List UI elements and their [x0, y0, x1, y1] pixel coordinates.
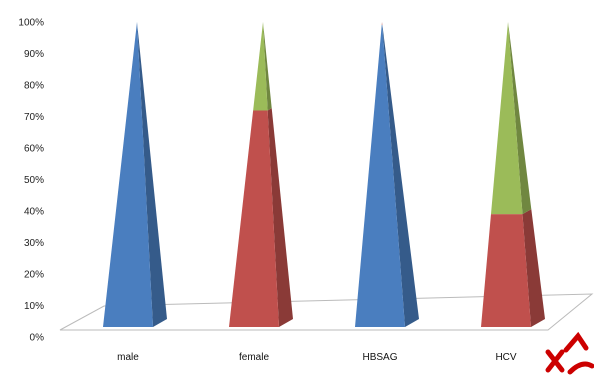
pyramid-front-face [490, 22, 523, 215]
pyramid-segment-hbsag [381, 22, 383, 26]
pyramid-bars [103, 22, 545, 328]
floor-plane [59, 293, 594, 331]
y-tick-label: 20% [24, 270, 44, 281]
pyramid-side-face [508, 22, 532, 215]
pyramid-segment-hbsag [355, 24, 419, 328]
y-tick-label: 40% [24, 207, 44, 218]
y-axis-tick-labels: 0% 10% 20% 30% 40% 50% 60% 70% 80% 90% 100% [18, 18, 44, 344]
y-tick-label: 90% [24, 49, 44, 60]
pyramid-side-face [382, 24, 419, 327]
pyramid-segment-female [253, 22, 272, 111]
pyramid-front-face [381, 22, 383, 26]
chart-floor [59, 293, 594, 331]
x-category-label: female [239, 352, 269, 363]
pyramid-segment-female [229, 108, 293, 327]
y-tick-label: 50% [24, 175, 44, 186]
pyramid-front-face [229, 110, 279, 327]
y-tick-label: 0% [30, 333, 45, 344]
corner-red-decoration [545, 331, 594, 375]
pyramid-segment-hcv [481, 209, 545, 327]
x-category-label: HBSAG [362, 352, 397, 363]
pyramid-front-face [481, 214, 531, 327]
pyramid-side-face [522, 209, 545, 327]
y-tick-label: 70% [24, 112, 44, 123]
pyramid-segment-male [103, 22, 167, 327]
x-category-label: male [117, 352, 139, 363]
x-axis-category-labels: male female HBSAG HCV [117, 352, 517, 363]
pyramid-side-face [137, 22, 167, 327]
pyramid-front-face [103, 22, 153, 327]
y-tick-label: 80% [24, 81, 44, 92]
pyramid-side-face [267, 108, 293, 327]
pyramid-segment-hcv [490, 22, 532, 215]
pyramid-front-face [355, 25, 405, 328]
y-tick-label: 60% [24, 144, 44, 155]
x-category-label: HCV [495, 352, 516, 363]
y-tick-label: 100% [18, 18, 44, 29]
y-tick-label: 10% [24, 301, 44, 312]
pyramid-front-face [253, 22, 268, 111]
pyramid-side-face [263, 22, 272, 111]
y-tick-label: 30% [24, 238, 44, 249]
